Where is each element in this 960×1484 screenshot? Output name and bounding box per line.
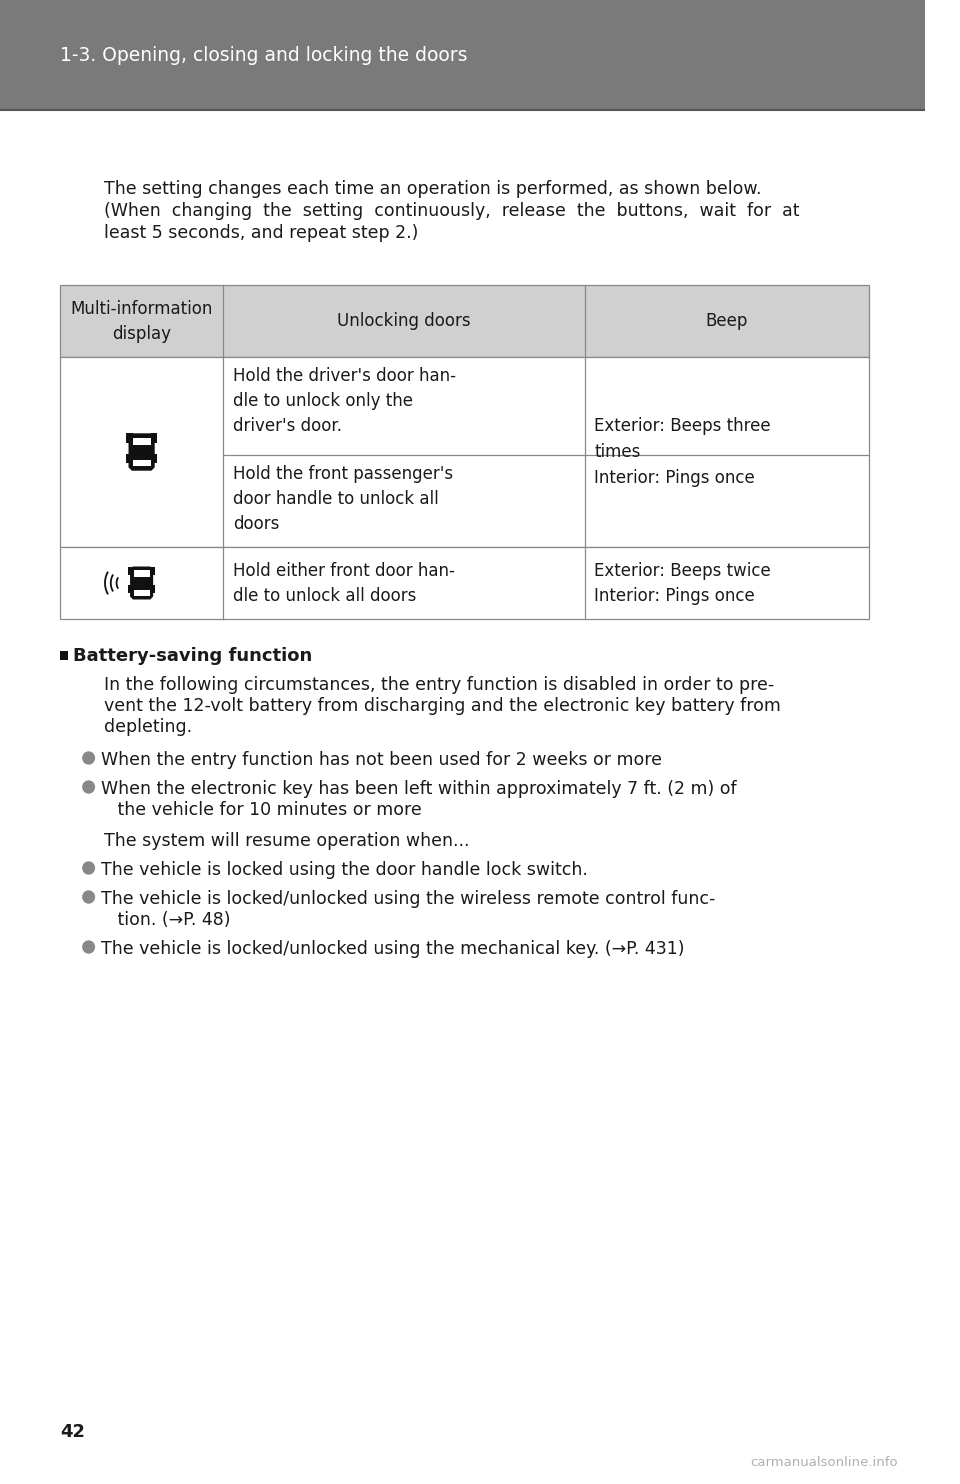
Bar	[151, 454, 157, 463]
Text: least 5 seconds, and repeat step 2.): least 5 seconds, and repeat step 2.)	[104, 224, 419, 242]
Bar	[60, 651, 68, 660]
Polygon shape	[130, 567, 154, 600]
Text: carmanualsonline.info: carmanualsonline.info	[750, 1456, 898, 1469]
Bar	[128, 585, 133, 592]
Text: Hold the front passenger's
door handle to unlock all
doors: Hold the front passenger's door handle t…	[233, 464, 453, 533]
Bar	[128, 567, 133, 574]
Text: The vehicle is locked/unlocked using the mechanical key. (→P. 431): The vehicle is locked/unlocked using the…	[101, 939, 684, 959]
Text: The system will resume operation when...: The system will resume operation when...	[104, 833, 469, 850]
Polygon shape	[129, 433, 155, 470]
Bar	[150, 585, 156, 592]
Text: the vehicle for 10 minutes or more: the vehicle for 10 minutes or more	[101, 801, 421, 819]
Circle shape	[83, 781, 94, 792]
Text: In the following circumstances, the entry function is disabled in order to pre-: In the following circumstances, the entr…	[104, 677, 775, 695]
Text: Beep: Beep	[706, 312, 748, 329]
Text: depleting.: depleting.	[104, 718, 192, 736]
Circle shape	[83, 862, 94, 874]
Bar	[151, 433, 157, 442]
Bar	[60, 548, 869, 619]
Bar	[150, 567, 156, 574]
Bar	[133, 589, 150, 595]
Text: Battery-saving function: Battery-saving function	[73, 647, 312, 665]
Text: Hold either front door han-
dle to unlock all doors: Hold either front door han- dle to unloc…	[233, 561, 455, 604]
Text: (When  changing  the  setting  continuously,  release  the  buttons,  wait  for : (When changing the setting continuously,…	[104, 202, 800, 220]
Text: Exterior: Beeps three
times
Interior: Pings once: Exterior: Beeps three times Interior: Pi…	[594, 417, 771, 487]
Text: Hold the driver's door han-
dle to unlock only the
driver's door.: Hold the driver's door han- dle to unloc…	[233, 367, 456, 435]
Bar	[133, 570, 150, 577]
Circle shape	[83, 890, 94, 902]
Bar	[132, 438, 151, 445]
Text: vent the 12-volt battery from discharging and the electronic key battery from: vent the 12-volt battery from dischargin…	[104, 697, 780, 715]
Text: The setting changes each time an operation is performed, as shown below.: The setting changes each time an operati…	[104, 180, 761, 197]
Text: The vehicle is locked using the door handle lock switch.: The vehicle is locked using the door han…	[101, 861, 588, 879]
Text: When the electronic key has been left within approximately 7 ft. (2 m) of: When the electronic key has been left wi…	[101, 781, 736, 798]
Bar	[132, 460, 151, 466]
Bar	[0, 0, 924, 110]
Text: Exterior: Beeps twice
Interior: Pings once: Exterior: Beeps twice Interior: Pings on…	[594, 561, 771, 604]
Text: Multi-information
display: Multi-information display	[70, 300, 213, 343]
Bar	[126, 454, 132, 463]
Circle shape	[83, 752, 94, 764]
Text: Unlocking doors: Unlocking doors	[337, 312, 471, 329]
Bar	[60, 285, 869, 358]
Bar	[60, 358, 869, 548]
Text: 1-3. Opening, closing and locking the doors: 1-3. Opening, closing and locking the do…	[60, 46, 468, 64]
Circle shape	[83, 941, 94, 953]
Text: The vehicle is locked/unlocked using the wireless remote control func-: The vehicle is locked/unlocked using the…	[101, 890, 715, 908]
Text: tion. (→P. 48): tion. (→P. 48)	[101, 911, 230, 929]
Text: When the entry function has not been used for 2 weeks or more: When the entry function has not been use…	[101, 751, 662, 769]
Text: 42: 42	[60, 1423, 84, 1441]
Bar	[126, 433, 132, 442]
